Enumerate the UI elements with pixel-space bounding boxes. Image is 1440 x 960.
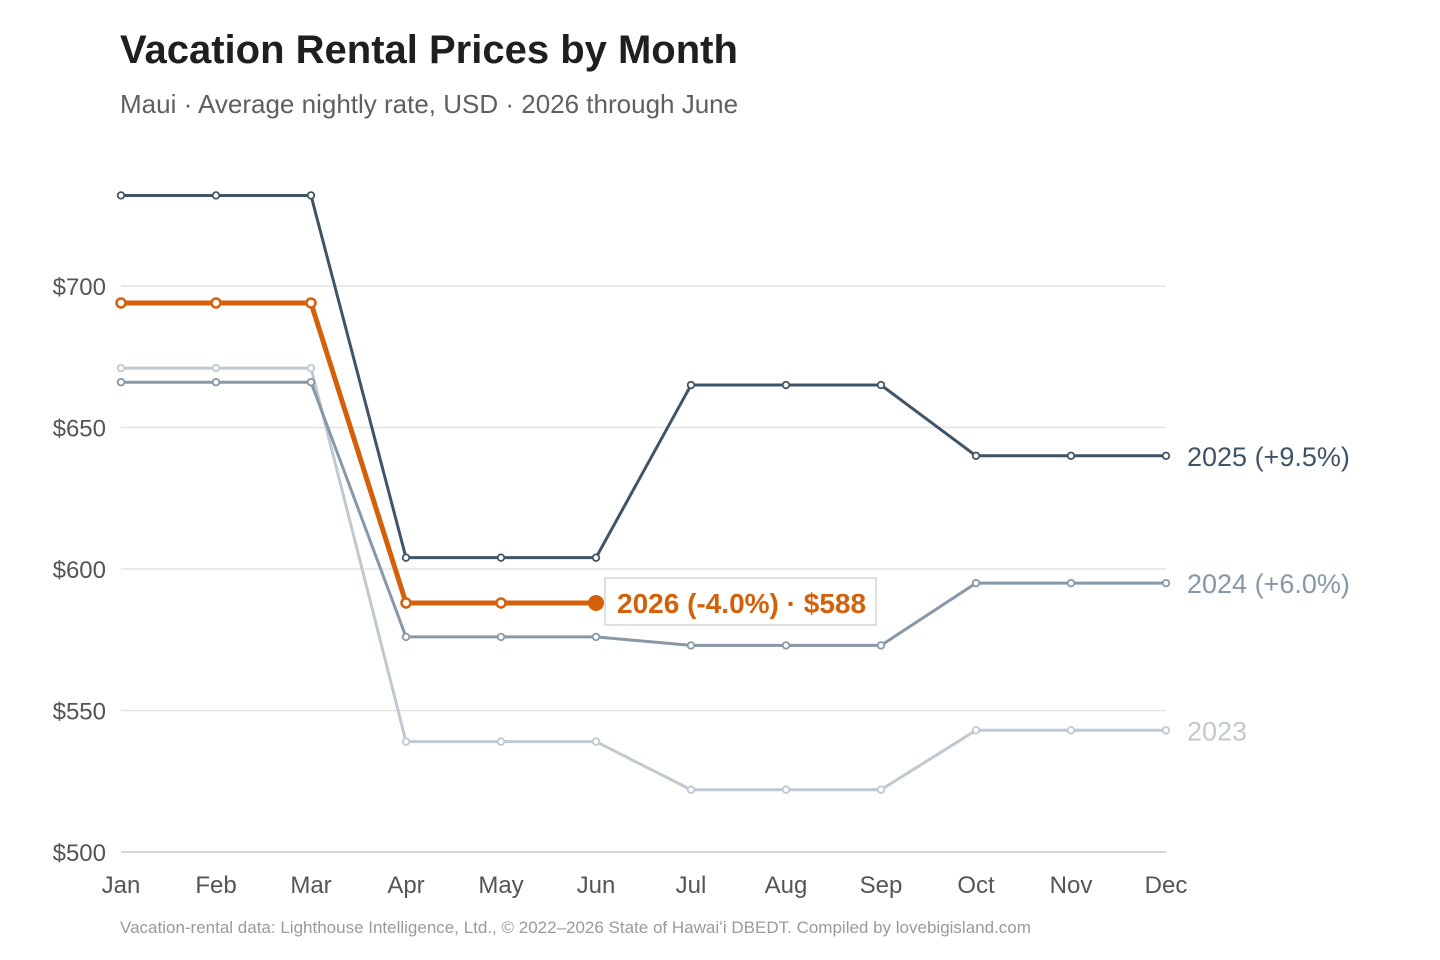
data-point [876,380,886,390]
data-point [496,632,506,642]
data-point-current [588,594,604,611]
data-point [211,191,221,200]
series-2026 [115,297,604,611]
series-label-2026: 2026 (-4.0%) · $588 [617,588,866,619]
data-point [686,641,696,650]
x-tick-label: Jun [577,872,616,899]
series-label-2023: 2023 [1187,716,1247,746]
series-labels: 2023 2024 (+6.0%) 2025 (+9.5%) 2026 (-4.0%)… [604,442,1350,746]
x-tick-label: May [478,872,523,899]
chart-title: Vacation Rental Prices by Month [120,28,738,72]
series-line-2025 [119,193,1168,560]
x-tick-label: Jul [676,872,707,899]
data-point [1066,726,1076,735]
data-point [591,553,601,562]
data-point [971,451,981,460]
data-point [401,632,411,642]
data-point [876,641,886,650]
data-point [1066,578,1076,588]
data-point [305,297,317,309]
data-point [686,380,696,390]
data-point [496,553,506,562]
data-point [1161,451,1171,460]
current-value-callout [604,577,877,626]
series-2023 [116,363,1171,794]
gridlines [121,285,1166,712]
data-point [781,380,791,390]
y-tick-label: $650 [53,416,106,443]
x-tick-label: Aug [765,872,808,899]
x-tick-label: Dec [1145,872,1188,899]
series-2025 [116,191,1171,562]
data-point [781,785,791,794]
y-tick-label: $550 [53,699,106,726]
data-point [401,737,411,746]
data-point [116,378,126,387]
data-point [1161,726,1171,735]
series-line-2024 [119,380,1168,647]
series-line-2023 [119,366,1168,792]
series-line-2026 [118,300,599,606]
data-point [1161,578,1171,588]
data-point [876,785,886,794]
y-tick-label: $500 [53,840,106,867]
series-2024 [116,378,1171,650]
data-point [971,726,981,735]
y-tick-label: $700 [53,274,106,301]
x-tick-label: Mar [290,872,331,899]
data-point [591,737,601,746]
data-point [496,737,506,746]
data-point [495,597,507,609]
y-tick-label: $600 [53,557,106,584]
data-point [211,363,221,373]
axes: $500 $550 $600 $650 $700 Jan Feb Mar Apr May Jun Ju… [53,274,1188,899]
data-point [306,363,316,373]
data-point [971,578,981,588]
data-point [116,363,126,373]
data-point [210,297,222,309]
x-tick-label: Apr [387,872,424,899]
x-tick-label: Feb [195,872,236,899]
data-point [306,191,316,200]
data-point [211,378,221,387]
x-tick-label: Nov [1050,872,1093,899]
data-point [306,378,316,387]
x-tick-label: Jan [102,872,141,899]
source-note: Vacation-rental data: Lighthouse Intelli… [120,918,1031,937]
series-label-2024: 2024 (+6.0%) [1187,569,1350,599]
x-tick-label: Sep [860,872,903,899]
x-tick-label: Oct [957,872,995,899]
data-point [401,553,411,562]
data-point [686,785,696,794]
series-lines [115,191,1171,794]
data-point [591,632,601,642]
series-label-2025: 2025 (+9.5%) [1187,442,1350,472]
data-point [781,641,791,650]
data-point [400,597,412,609]
data-point [116,191,126,200]
chart-subtitle: Maui · Average nightly rate, USD · 2026 … [120,89,739,119]
data-point [1066,451,1076,460]
data-point [115,297,127,309]
